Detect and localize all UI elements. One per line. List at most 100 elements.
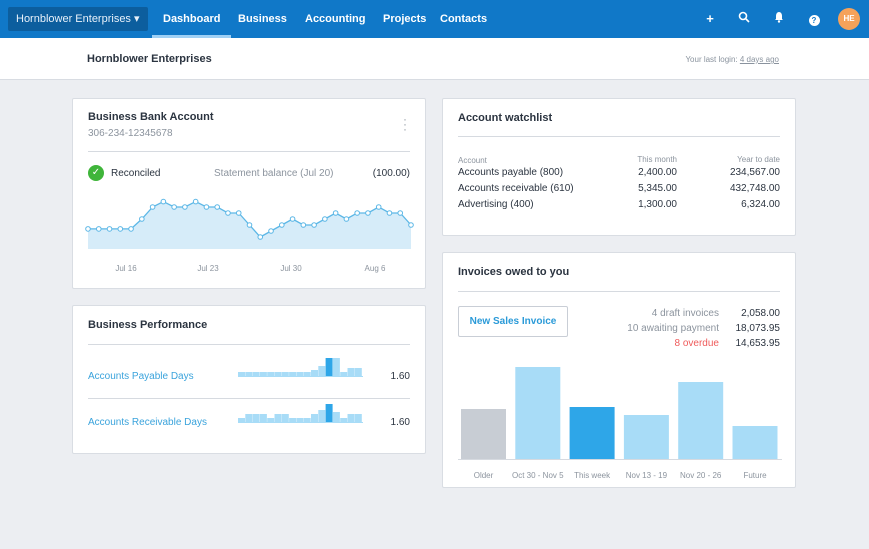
accounts-payable-days-link[interactable]: Accounts Payable Days (88, 371, 194, 382)
invoices-card: Invoices owed to you New Sales Invoice 4… (442, 252, 796, 488)
caret-down-icon: ▾ (134, 13, 140, 25)
tab-business[interactable]: Business (238, 13, 287, 25)
sparkline-bar (238, 418, 245, 422)
balance-point (365, 210, 371, 216)
divider (88, 398, 410, 399)
tab-dashboard[interactable]: Dashboard (151, 0, 233, 38)
sparkline-bar (296, 418, 304, 422)
sparkline-bar (340, 418, 348, 422)
balance-point (311, 222, 317, 228)
payable-value: 1.60 (390, 371, 410, 382)
sparkline-bar (281, 414, 289, 422)
sparkline-bar (289, 372, 297, 376)
invoice-bar (732, 426, 778, 459)
help-icon[interactable]: ? (806, 11, 822, 26)
sparkline-bar (274, 372, 282, 376)
org-switcher[interactable]: Hornblower Enterprises ▾ (8, 7, 148, 31)
balance-point (225, 210, 231, 216)
invoice-bar (515, 367, 561, 459)
sparkline-bar (325, 404, 333, 422)
check-icon: ✓ (88, 165, 104, 181)
ytd-value: 6,324.00 (741, 199, 780, 210)
account-name: Accounts payable (800) (458, 167, 564, 178)
invoice-bar (678, 382, 724, 459)
avatar[interactable]: HE (838, 8, 860, 30)
balance-point (149, 204, 156, 210)
sparkline-bar (267, 372, 275, 376)
category-label: This week (574, 471, 611, 480)
plus-icon[interactable]: + (706, 11, 714, 26)
balance-point (354, 210, 360, 216)
balance-point (160, 198, 167, 205)
last-login: Your last login: 4 days ago (685, 55, 779, 64)
balance-point (214, 204, 220, 210)
invoice-bar (569, 407, 615, 459)
org-name: Hornblower Enterprises (16, 13, 131, 25)
x-tick-label: Jul 16 (115, 264, 137, 273)
balance-point (246, 222, 253, 228)
last-login-link[interactable]: 4 days ago (739, 55, 779, 64)
balance-point (332, 210, 339, 216)
this-month-value: 1,300.00 (638, 199, 677, 210)
sparkline-bar (281, 372, 289, 376)
balance-point (182, 204, 188, 210)
account-name: Advertising (400) (458, 199, 534, 210)
balance-point (95, 226, 102, 232)
sparkline-bar (347, 368, 355, 376)
invoices-bar-chart: Older Oct 30 - Nov 5 This week Nov 13 - 19 N… (458, 367, 782, 480)
balance-point (343, 216, 350, 222)
balance-point (375, 204, 382, 210)
top-nav: Hornblower Enterprises ▾ Dashboard Busin… (0, 0, 869, 38)
balance-point (300, 222, 307, 228)
summary-label[interactable]: 4 draft invoices (651, 308, 719, 319)
sparkline-bar (238, 372, 245, 376)
tab-projects[interactable]: Projects (383, 13, 427, 25)
this-month-value: 5,345.00 (638, 183, 677, 194)
last-login-label: Your last login: (685, 55, 738, 64)
tab-accounting[interactable]: Accounting (305, 13, 366, 25)
new-sales-invoice-button[interactable]: New Sales Invoice (458, 306, 568, 337)
sparkline-bar (274, 414, 282, 422)
sparkline-bar (332, 412, 340, 422)
balance-point (139, 216, 145, 222)
divider (458, 291, 780, 292)
category-label: Oct 30 - Nov 5 (512, 471, 564, 480)
account-watchlist-card: Account watchlist Account This month Yea… (442, 98, 796, 236)
this-month-value: 2,400.00 (638, 167, 677, 178)
balance-point (268, 228, 274, 234)
bell-icon[interactable] (771, 11, 787, 26)
divider (88, 344, 410, 345)
summary-label[interactable]: 10 awaiting payment (627, 323, 719, 334)
accounts-receivable-days-link[interactable]: Accounts Receivable Days (88, 417, 207, 428)
sparkline-bar (340, 372, 348, 376)
balance-point (322, 216, 328, 222)
balance-point (203, 204, 210, 210)
summary-value: 2,058.00 (741, 308, 780, 319)
x-tick-label: Jul 23 (197, 264, 219, 273)
summary-value: 14,653.95 (735, 338, 781, 349)
col-account: Account (458, 156, 487, 165)
balance-point (397, 210, 404, 216)
sparkline-bar (245, 414, 253, 422)
search-icon[interactable] (736, 11, 752, 26)
receivable-sparkline (238, 404, 363, 423)
sparkline-bar (245, 372, 253, 376)
sparkline-bar (318, 366, 326, 376)
summary-label[interactable]: 8 overdue (674, 338, 719, 349)
x-tick-label: Jul 30 (280, 264, 302, 273)
balance-point (192, 198, 199, 205)
card-title: Account watchlist (458, 112, 553, 124)
tab-contacts[interactable]: Contacts (440, 13, 488, 25)
sparkline-bar (252, 414, 260, 422)
sparkline-bar (303, 418, 311, 422)
category-label: Future (743, 471, 767, 480)
sparkline-bar (311, 414, 318, 422)
more-options-icon[interactable]: · · · (403, 112, 407, 136)
sparkline-bar (252, 372, 260, 376)
page-header: Hornblower Enterprises Your last login: … (0, 38, 869, 80)
summary-value: 18,073.95 (735, 323, 781, 334)
account-name: Accounts receivable (610) (458, 183, 574, 194)
category-label: Nov 20 - 26 (680, 471, 722, 480)
sparkline-bar (267, 418, 275, 422)
col-ytd: Year to date (737, 155, 780, 164)
